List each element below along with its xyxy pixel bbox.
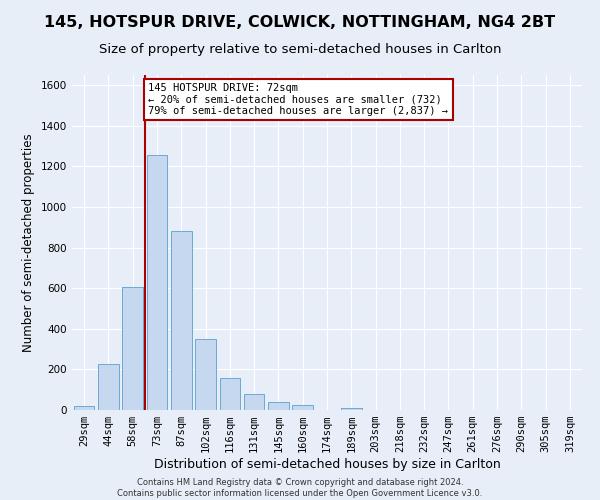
X-axis label: Distribution of semi-detached houses by size in Carlton: Distribution of semi-detached houses by …: [154, 458, 500, 471]
Bar: [268, 402, 289, 410]
Bar: [74, 406, 94, 410]
Y-axis label: Number of semi-detached properties: Number of semi-detached properties: [22, 133, 35, 352]
Bar: [195, 339, 216, 410]
Bar: [122, 287, 143, 410]
Text: Contains HM Land Registry data © Crown copyright and database right 2024.
Contai: Contains HM Land Registry data © Crown c…: [118, 478, 482, 498]
Text: Size of property relative to semi-detached houses in Carlton: Size of property relative to semi-detach…: [99, 42, 501, 56]
Bar: [341, 408, 362, 410]
Text: 145 HOTSPUR DRIVE: 72sqm
← 20% of semi-detached houses are smaller (732)
79% of : 145 HOTSPUR DRIVE: 72sqm ← 20% of semi-d…: [149, 83, 449, 116]
Bar: [98, 364, 119, 410]
Bar: [146, 155, 167, 410]
Bar: [244, 394, 265, 410]
Bar: [220, 378, 240, 410]
Bar: [171, 232, 191, 410]
Bar: [292, 405, 313, 410]
Text: 145, HOTSPUR DRIVE, COLWICK, NOTTINGHAM, NG4 2BT: 145, HOTSPUR DRIVE, COLWICK, NOTTINGHAM,…: [44, 15, 556, 30]
